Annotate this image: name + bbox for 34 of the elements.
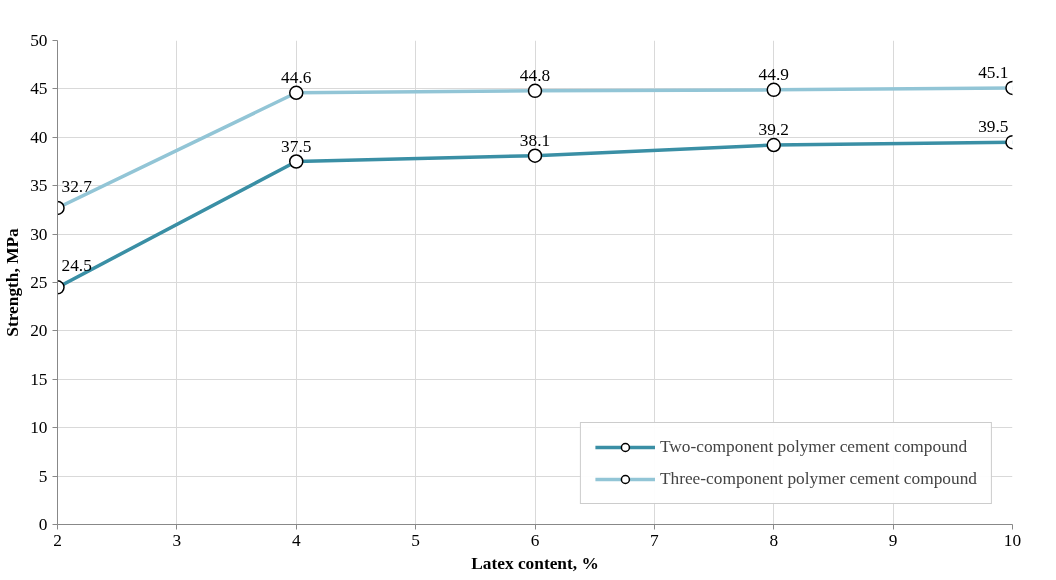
data-label: 44.9 bbox=[758, 64, 789, 84]
data-label: 39.2 bbox=[758, 120, 789, 140]
data-label: 44.8 bbox=[519, 65, 551, 85]
data-label: 38.1 bbox=[519, 130, 551, 150]
y-axis-title: Strength, MPa bbox=[3, 227, 23, 337]
y-tick-label: 15 bbox=[30, 369, 48, 389]
y-tick-label: 30 bbox=[30, 224, 48, 244]
data-label: 45.1 bbox=[978, 62, 1009, 82]
data-label: 44.6 bbox=[281, 67, 312, 87]
x-tick-label: 2 bbox=[53, 530, 62, 550]
x-tick-label: 7 bbox=[650, 530, 660, 550]
y-tick-label: 45 bbox=[30, 79, 48, 99]
y-tick-label: 20 bbox=[30, 321, 48, 341]
legend-label: Two-component polymer cement compound bbox=[659, 437, 968, 457]
x-tick-label: 5 bbox=[411, 530, 420, 550]
y-tick-label: 0 bbox=[38, 515, 48, 534]
x-tick-label: 10 bbox=[1003, 530, 1022, 550]
data-label: 32.7 bbox=[61, 176, 93, 196]
y-tick-label: 50 bbox=[30, 31, 48, 50]
y-tick-label: 40 bbox=[30, 127, 48, 147]
x-tick-label: 8 bbox=[769, 530, 779, 550]
x-tick-label: 9 bbox=[888, 530, 898, 550]
y-tick-label: 25 bbox=[30, 273, 48, 292]
x-axis-title: Latex content, % bbox=[471, 553, 599, 573]
y-tick-label: 5 bbox=[38, 466, 48, 486]
legend-label: Three-component polymer cement compound bbox=[659, 469, 977, 489]
x-tick-label: 4 bbox=[291, 530, 301, 550]
x-tick-label: 6 bbox=[530, 530, 540, 550]
x-tick-label: 3 bbox=[172, 530, 182, 550]
data-label: 39.5 bbox=[978, 117, 1009, 137]
data-label: 37.5 bbox=[281, 136, 312, 156]
y-tick-label: 10 bbox=[30, 418, 48, 438]
y-tick-label: 35 bbox=[30, 176, 48, 196]
data-label: 24.5 bbox=[61, 256, 92, 276]
